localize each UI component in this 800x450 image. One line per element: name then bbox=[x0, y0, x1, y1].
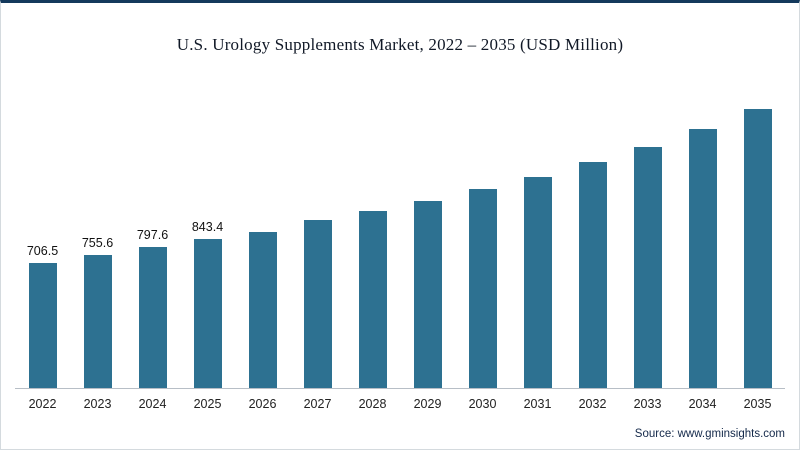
bar-value-label: 797.6 bbox=[136, 228, 169, 242]
bar-2023 bbox=[83, 255, 112, 388]
bar-stack bbox=[633, 88, 662, 388]
bar-column-2031 bbox=[510, 88, 565, 388]
x-tick-label-2024: 2024 bbox=[138, 397, 167, 411]
bar-value-label: 706.5 bbox=[26, 244, 59, 258]
bar-column-2028 bbox=[345, 88, 400, 388]
x-tick-label-2033: 2033 bbox=[633, 397, 662, 411]
bar-2033 bbox=[633, 147, 662, 388]
bar-stack: 755.6 bbox=[82, 88, 113, 388]
bar-stack bbox=[578, 88, 607, 388]
bar-2027 bbox=[303, 220, 332, 388]
bar-column-2026 bbox=[235, 88, 290, 388]
bar-column-2034 bbox=[675, 88, 730, 388]
chart-title: U.S. Urology Supplements Market, 2022 – … bbox=[176, 35, 624, 54]
bar-value-label: 843.4 bbox=[191, 220, 224, 234]
source-attribution: Source: www.gminsights.com bbox=[634, 428, 785, 440]
plot-area: 706.5 755.6 797.6 843.4 2022 2023 2024 2025 202… bbox=[15, 88, 785, 411]
bar-2031 bbox=[523, 177, 552, 388]
bar-column-2024: 797.6 bbox=[125, 88, 180, 388]
bar-stack bbox=[688, 88, 717, 388]
bar-stack bbox=[743, 88, 772, 388]
x-tick-label-2035: 2035 bbox=[743, 397, 772, 411]
x-tick-label-2025: 2025 bbox=[193, 397, 222, 411]
bar-stack bbox=[248, 88, 277, 388]
bar-column-2029 bbox=[400, 88, 455, 388]
bar-2035 bbox=[743, 109, 772, 388]
x-tick-label-2022: 2022 bbox=[28, 397, 57, 411]
bar-stack bbox=[468, 88, 497, 388]
bar-2030 bbox=[468, 189, 497, 388]
bar-stack: 797.6 bbox=[137, 88, 168, 388]
bar-stack bbox=[523, 88, 552, 388]
x-axis-tick-row: 2022 2023 2024 2025 2026 2027 2028 2029 2030 2031… bbox=[15, 389, 785, 411]
bar-2024 bbox=[138, 247, 167, 388]
bar-2022 bbox=[28, 263, 57, 388]
bar-stack bbox=[303, 88, 332, 388]
bar-stack: 706.5 bbox=[27, 88, 58, 388]
bar-column-2032 bbox=[565, 88, 620, 388]
bar-value-label: 755.6 bbox=[81, 236, 114, 250]
bar-2029 bbox=[413, 201, 442, 388]
bar-stack: 843.4 bbox=[192, 88, 223, 388]
bar-2028 bbox=[358, 211, 387, 388]
x-tick-label-2034: 2034 bbox=[688, 397, 717, 411]
bar-stack bbox=[358, 88, 387, 388]
x-tick-label-2027: 2027 bbox=[303, 397, 332, 411]
bar-stack bbox=[413, 88, 442, 388]
bar-column-2033 bbox=[620, 88, 675, 388]
x-tick-label-2026: 2026 bbox=[248, 397, 277, 411]
x-tick-label-2029: 2029 bbox=[413, 397, 442, 411]
x-tick-label-2030: 2030 bbox=[468, 397, 497, 411]
x-tick-label-2023: 2023 bbox=[83, 397, 112, 411]
x-tick-label-2032: 2032 bbox=[578, 397, 607, 411]
bar-2025 bbox=[193, 239, 222, 388]
bar-column-2030 bbox=[455, 88, 510, 388]
bar-column-2023: 755.6 bbox=[70, 88, 125, 388]
bar-column-2025: 843.4 bbox=[180, 88, 235, 388]
bar-column-2022: 706.5 bbox=[15, 88, 70, 388]
bar-columns: 706.5 755.6 797.6 843.4 bbox=[15, 88, 785, 389]
bar-column-2035 bbox=[730, 88, 785, 388]
x-tick-label-2028: 2028 bbox=[358, 397, 387, 411]
x-tick-label-2031: 2031 bbox=[523, 397, 552, 411]
bar-2032 bbox=[578, 162, 607, 388]
bar-2026 bbox=[248, 232, 277, 388]
bar-2034 bbox=[688, 129, 717, 388]
bar-column-2027 bbox=[290, 88, 345, 388]
